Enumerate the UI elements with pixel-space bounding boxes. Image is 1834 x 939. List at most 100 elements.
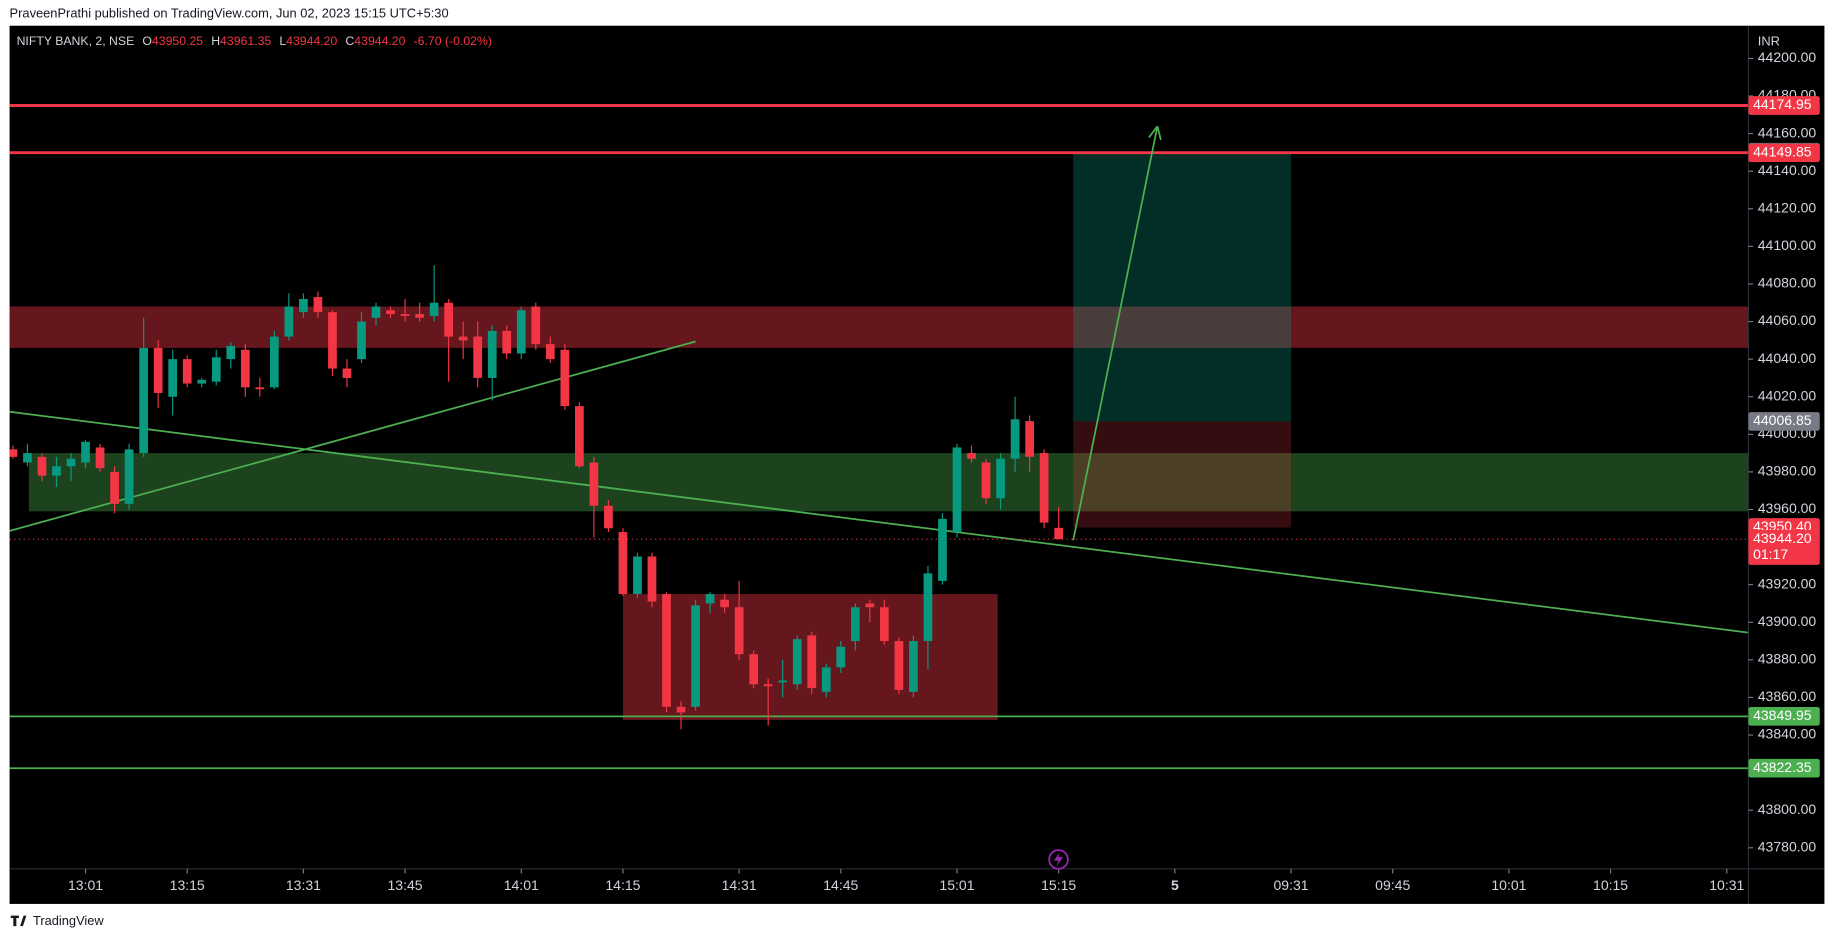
- candle: [1010, 396, 1020, 472]
- candle: [604, 500, 613, 533]
- candle-body: [778, 680, 788, 683]
- candle-body: [633, 556, 642, 595]
- candle: [618, 528, 628, 596]
- candle-body: [386, 310, 395, 315]
- candle: [531, 302, 541, 350]
- x-tick-label: 14:01: [504, 877, 539, 893]
- ohlc-value: 43944.20: [286, 34, 337, 48]
- candle-body: [429, 302, 439, 316]
- candle: [415, 302, 424, 322]
- candle-body: [865, 603, 875, 608]
- icon-ring[interactable]: [1048, 849, 1069, 870]
- y-tick-label: 44160.00: [1758, 124, 1817, 140]
- candle-body: [66, 458, 76, 467]
- candle-body: [502, 330, 512, 354]
- candle: [313, 291, 323, 318]
- candle: [792, 635, 802, 690]
- x-tick-label: 14:31: [722, 877, 757, 893]
- candle: [153, 340, 163, 409]
- y-tick-label: 43960.00: [1758, 500, 1817, 516]
- candle: [662, 592, 671, 713]
- candle-body: [240, 349, 250, 388]
- candle: [429, 265, 439, 322]
- candle: [81, 439, 90, 469]
- candle: [299, 293, 308, 318]
- candle: [560, 344, 570, 410]
- candle: [720, 594, 729, 613]
- price-tag: [1748, 706, 1820, 726]
- candle-body: [676, 706, 686, 713]
- candle: [633, 552, 642, 598]
- arrow-head: [1148, 125, 1159, 138]
- y-tick-label: 44140.00: [1758, 162, 1817, 178]
- y-tick-label: 43800.00: [1758, 801, 1817, 817]
- x-tick-label: 15:01: [939, 877, 974, 893]
- candle-body: [357, 321, 366, 360]
- icon-bolt[interactable]: [1053, 852, 1064, 867]
- candle-body: [211, 357, 221, 382]
- candle-body: [850, 607, 860, 642]
- candle-body: [299, 298, 308, 313]
- candle-body: [182, 359, 192, 384]
- y-tick-label: 44120.00: [1758, 199, 1817, 215]
- candle-body: [342, 368, 352, 378]
- candle: [952, 443, 962, 538]
- candle: [1025, 415, 1034, 472]
- y-tick-label: 43860.00: [1758, 688, 1817, 704]
- candle-body: [981, 462, 991, 499]
- candle: [240, 344, 250, 397]
- price-tag: [1748, 412, 1820, 431]
- candle: [255, 377, 265, 397]
- legend-header: NIFTY BANK, 2, NSE O43950.25 H43961.35 L…: [17, 34, 492, 48]
- candle-body: [1025, 421, 1034, 457]
- candle-body: [691, 605, 700, 707]
- candle: [400, 298, 410, 322]
- position-profit: [1073, 152, 1292, 422]
- candle: [211, 349, 221, 386]
- candle: [444, 298, 453, 382]
- candle-body: [618, 532, 628, 595]
- candle: [705, 592, 715, 613]
- candle-body: [705, 594, 715, 604]
- y-tick-label: 44040.00: [1758, 350, 1817, 366]
- candle-body: [923, 573, 933, 642]
- x-tick-label: 15:15: [1041, 877, 1076, 893]
- price-tag: [1748, 96, 1820, 115]
- candle: [139, 317, 148, 457]
- candle: [880, 599, 889, 645]
- price-tag-label: 44006.85: [1753, 412, 1812, 428]
- candle-body: [531, 306, 541, 345]
- arrow-shaft: [1072, 126, 1159, 541]
- candle: [110, 466, 119, 514]
- candle-body: [255, 387, 265, 390]
- y-tick-label: 44200.00: [1758, 49, 1817, 65]
- x-tick-label: 14:15: [605, 877, 640, 893]
- candle-body: [516, 310, 526, 354]
- price-tag: [1748, 143, 1820, 163]
- price-tag-label: 43822.35: [1753, 759, 1812, 775]
- candle-body: [662, 594, 671, 707]
- candle: [865, 599, 875, 623]
- candle: [197, 377, 207, 388]
- y-tick-label: 44100.00: [1758, 237, 1817, 253]
- candle: [1039, 449, 1049, 529]
- candle-body: [1039, 453, 1049, 523]
- replay-icon[interactable]: [1048, 849, 1069, 870]
- candle-body: [909, 641, 918, 692]
- candle-body: [284, 306, 294, 337]
- ohlc-value: 43950.25: [152, 34, 203, 48]
- price-tag-label: 44149.85: [1753, 143, 1812, 159]
- candle-body: [1054, 527, 1064, 540]
- candle: [575, 402, 584, 469]
- change: -6.70 (-0.02%): [414, 34, 492, 48]
- plot-area: [9, 104, 1749, 770]
- candle: [458, 321, 468, 360]
- candle: [357, 312, 366, 363]
- ohlc-key: O: [142, 34, 152, 48]
- price-tag: [1748, 758, 1820, 778]
- candle: [182, 355, 192, 388]
- candle-body: [124, 449, 134, 504]
- candle-body: [458, 336, 468, 341]
- y-tick-label: 44080.00: [1758, 275, 1817, 291]
